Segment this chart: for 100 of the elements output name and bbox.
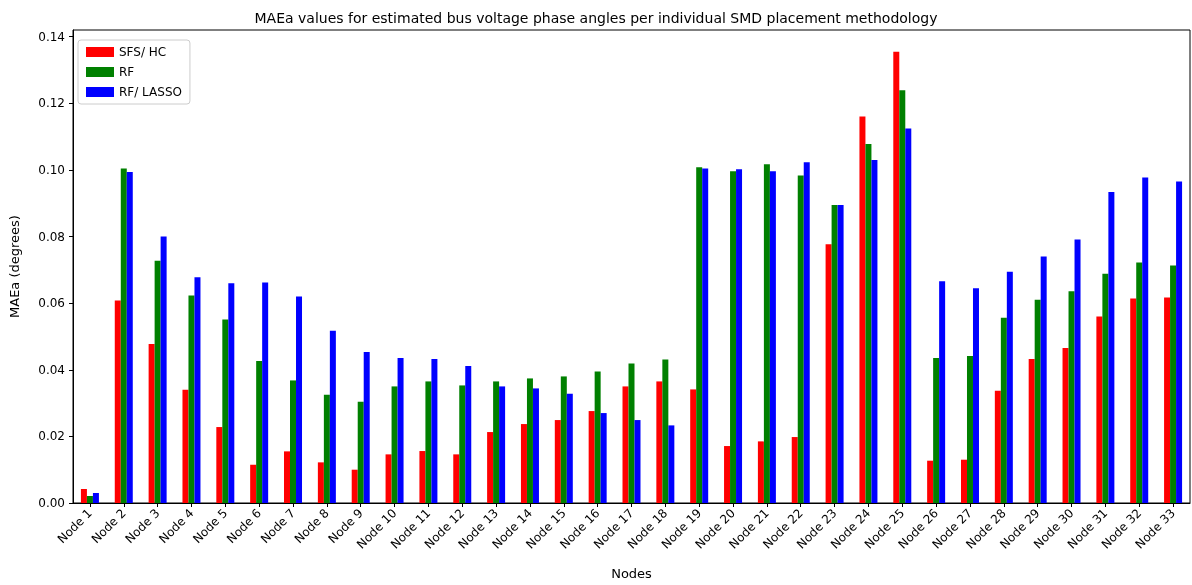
bar — [690, 389, 697, 503]
bar — [837, 204, 844, 503]
bar — [730, 171, 737, 503]
bar — [92, 493, 99, 503]
y-tick-label: 0.08 — [38, 229, 65, 244]
bar — [532, 388, 539, 503]
bar — [499, 386, 506, 503]
bar — [859, 116, 866, 503]
bar — [1142, 177, 1149, 503]
legend-label: RF/ LASSO — [119, 85, 182, 99]
y-tick-label: 0.04 — [38, 362, 65, 377]
bar — [329, 330, 336, 503]
y-tick-label: 0.00 — [38, 496, 65, 510]
bar — [317, 462, 324, 503]
bar — [622, 386, 629, 503]
bar — [296, 296, 303, 503]
y-tick-label: 0.14 — [38, 29, 65, 44]
bar — [1028, 359, 1035, 503]
bar — [493, 381, 500, 503]
bar — [1136, 262, 1143, 503]
bar — [600, 413, 607, 503]
bar — [351, 469, 358, 503]
bar — [1034, 299, 1041, 503]
bar — [763, 164, 770, 503]
bar — [1176, 181, 1183, 503]
bar — [588, 411, 595, 503]
bar — [554, 420, 561, 503]
bar — [1102, 273, 1109, 503]
bar — [634, 420, 641, 503]
bar — [160, 236, 167, 503]
bar — [797, 175, 804, 503]
bar — [865, 143, 872, 503]
bar — [1040, 256, 1047, 503]
bar — [960, 459, 967, 503]
bar — [80, 489, 87, 503]
bar — [566, 393, 573, 503]
legend-label: SFS/ HC — [119, 45, 167, 59]
bar — [148, 344, 155, 503]
bar — [284, 451, 291, 503]
y-tick-label: 0.12 — [38, 96, 65, 111]
legend-label: RF — [119, 65, 135, 79]
chart-title: MAEa values for estimated bus voltage phase angles per individual SMD placement methodology — [254, 10, 938, 26]
x-axis-title: Nodes — [611, 566, 653, 581]
bar — [262, 282, 269, 503]
bar — [1130, 298, 1137, 503]
bar — [831, 204, 838, 503]
bar — [194, 277, 201, 503]
bar — [120, 168, 127, 503]
y-tick-label: 0.06 — [38, 296, 65, 311]
y-tick-label: 0.02 — [38, 429, 65, 444]
bar — [1074, 239, 1081, 503]
bar — [431, 359, 438, 503]
bar — [893, 51, 900, 503]
bar — [696, 167, 703, 503]
bar — [363, 352, 370, 503]
bar — [290, 380, 297, 503]
bar — [736, 169, 743, 503]
bar — [662, 359, 669, 503]
bar — [972, 288, 979, 503]
bar — [459, 385, 466, 503]
bar — [465, 366, 472, 503]
bar — [966, 356, 973, 503]
bar — [668, 425, 675, 503]
bar — [397, 358, 404, 503]
bar — [419, 451, 426, 503]
bar — [769, 171, 776, 503]
bar — [1096, 316, 1103, 503]
bar — [357, 401, 364, 503]
bar — [114, 300, 121, 503]
bar — [1068, 291, 1075, 503]
bar — [1164, 297, 1171, 503]
bar — [188, 295, 195, 503]
bar — [560, 376, 567, 503]
bar — [228, 283, 235, 503]
bar — [526, 378, 533, 503]
bar — [323, 394, 330, 503]
bar — [425, 381, 432, 503]
bar — [1170, 265, 1177, 503]
bar — [1062, 348, 1069, 503]
bar — [594, 371, 601, 503]
bar — [702, 168, 709, 503]
bar — [994, 390, 1001, 503]
bar — [1000, 317, 1007, 503]
y-axis-title: MAEa (degrees) — [7, 215, 22, 318]
bar — [803, 162, 810, 503]
bar — [933, 358, 940, 503]
bar — [487, 432, 494, 503]
bar — [1108, 191, 1115, 503]
bar — [385, 454, 392, 503]
bar — [453, 454, 460, 503]
bar — [724, 446, 731, 503]
bar — [871, 159, 878, 503]
bar — [520, 424, 527, 503]
bar — [825, 244, 832, 503]
bar — [216, 427, 223, 503]
bar — [628, 363, 635, 503]
bar — [182, 389, 189, 503]
bar — [86, 496, 93, 503]
bar — [256, 361, 263, 503]
bar — [154, 260, 161, 503]
